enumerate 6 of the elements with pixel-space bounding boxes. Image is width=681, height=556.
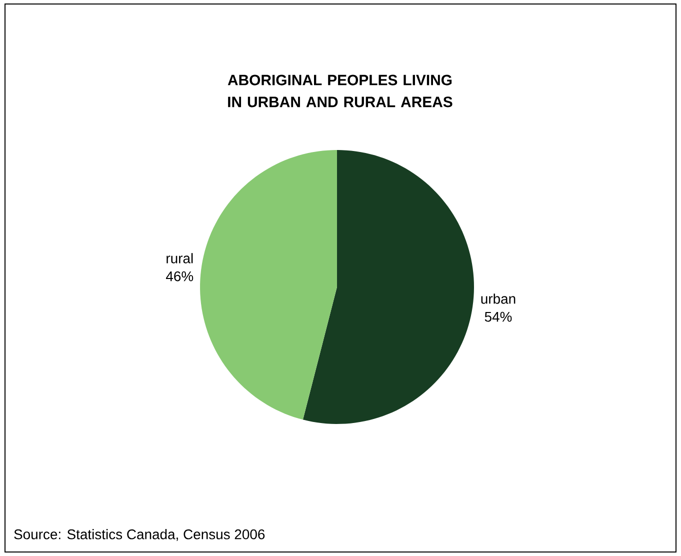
source-note: Source: Statistics Canada, Census 2006 bbox=[14, 529, 265, 541]
data-label: 54% bbox=[484, 312, 512, 322]
slice-label: rural bbox=[166, 253, 193, 264]
slice-label: urban bbox=[481, 294, 516, 304]
chart-title: ABORIGINAL PEOPLES LIVING IN URBAN AND RURAL AREAS bbox=[228, 74, 452, 108]
data-label: 46% bbox=[166, 271, 194, 282]
